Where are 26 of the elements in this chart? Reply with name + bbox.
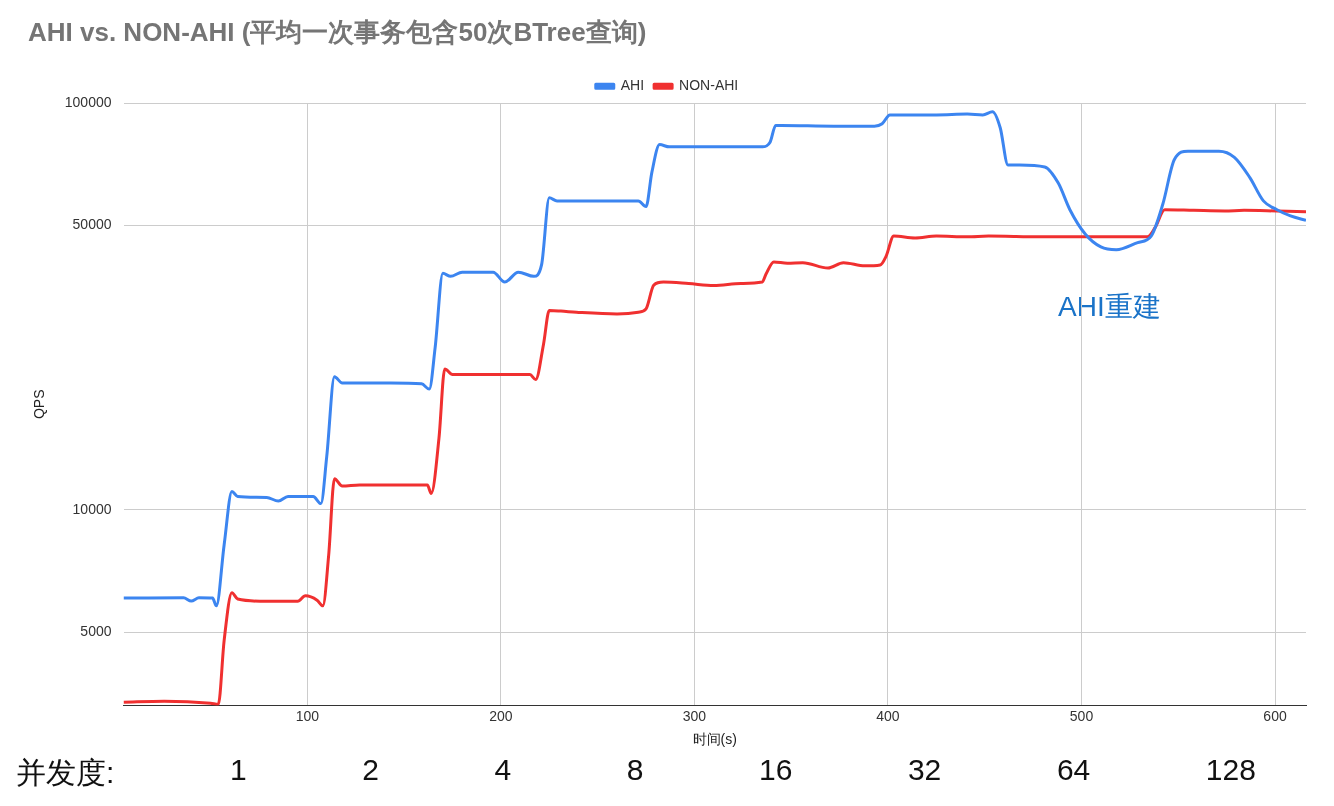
y-tick-label: 100000 (64, 94, 112, 111)
x-tick-label: 600 (1263, 707, 1287, 724)
y-tick-label: 5000 (80, 622, 112, 639)
text: 4 (494, 753, 512, 788)
y-tick-label: 10000 (72, 500, 112, 517)
legend-label: AHI (620, 77, 645, 94)
line-series (123, 110, 1306, 608)
x-tick-label: 300 (682, 707, 707, 724)
chart-title: AHI vs. NON-AHI (平均一次事务包含50次BTree查询) (28, 16, 647, 47)
text: 64 (1056, 753, 1091, 788)
text: 16 (758, 753, 793, 788)
x-tick-label: 200 (489, 707, 513, 724)
y-axis-title: QPS (31, 389, 48, 420)
text: 8 (626, 753, 644, 788)
text: 128 (1205, 753, 1256, 788)
x-tick-label: 500 (1069, 707, 1094, 724)
text: 32 (907, 753, 942, 788)
text: 2 (362, 753, 379, 788)
x-tick-label: 100 (295, 707, 320, 724)
x-axis-title: 时间(s) (692, 731, 737, 748)
x-tick-label: 400 (876, 707, 900, 724)
legend-label: NON-AHI (679, 77, 739, 94)
line-series (123, 208, 1306, 706)
text: 并发度: (16, 755, 115, 791)
text: 1 (229, 753, 247, 788)
y-tick-label: 50000 (72, 216, 112, 233)
